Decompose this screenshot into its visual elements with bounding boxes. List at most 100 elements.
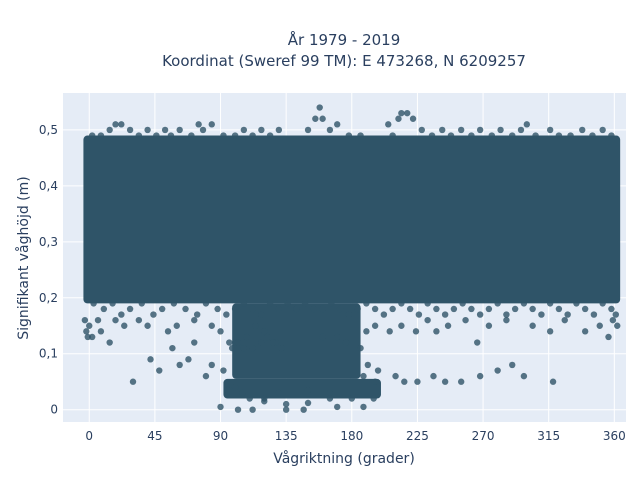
data-point xyxy=(364,361,372,369)
data-point xyxy=(511,305,519,313)
data-point xyxy=(374,367,382,374)
data-point xyxy=(450,305,458,313)
y-tick-label: 0,1 xyxy=(39,347,58,361)
data-point xyxy=(334,403,341,411)
data-point xyxy=(590,311,598,318)
x-tick-label: 180 xyxy=(340,429,363,443)
data-point xyxy=(418,126,426,134)
data-point xyxy=(614,322,621,329)
data-point xyxy=(609,316,617,324)
data-point xyxy=(240,300,248,307)
y-tick-label: 0 xyxy=(50,403,58,417)
data-point xyxy=(497,126,504,134)
data-point xyxy=(261,395,268,402)
data-point xyxy=(476,126,484,134)
data-point xyxy=(282,406,290,413)
data-point xyxy=(97,328,105,335)
data-point xyxy=(406,305,414,313)
data-point xyxy=(503,316,510,324)
data-point xyxy=(430,372,437,380)
data-point xyxy=(326,126,334,134)
data-point xyxy=(389,305,396,313)
data-point xyxy=(118,121,125,128)
chart-title-line-2: Koordinat (Sweref 99 TM): E 473268, N 62… xyxy=(162,52,526,70)
data-point xyxy=(608,132,615,139)
data-point xyxy=(538,311,545,318)
data-point xyxy=(158,305,166,313)
data-point xyxy=(316,104,323,111)
data-point xyxy=(509,132,516,139)
x-tick-label: 90 xyxy=(213,429,228,443)
tick-label-layer: 0 45 90 135 180 225 270 315 360 0 0,1 0,2 0,3 0,4 0,5 xyxy=(39,123,626,443)
data-point xyxy=(319,333,326,341)
data-point xyxy=(228,344,236,352)
data-point xyxy=(240,126,248,134)
data-point xyxy=(176,126,183,134)
data-point xyxy=(549,378,557,385)
data-point xyxy=(167,132,175,139)
data-point xyxy=(546,126,554,134)
data-point xyxy=(153,132,160,139)
data-point xyxy=(360,372,367,380)
dense-point-cloud xyxy=(223,378,381,399)
data-point xyxy=(567,132,574,139)
data-point xyxy=(112,316,119,324)
data-point xyxy=(258,339,265,346)
data-point xyxy=(220,132,227,139)
data-point xyxy=(126,126,134,134)
data-point xyxy=(275,389,283,397)
data-point xyxy=(217,328,224,335)
data-point xyxy=(129,378,137,385)
data-point xyxy=(202,300,210,307)
data-point xyxy=(284,300,291,307)
data-point xyxy=(231,305,239,313)
data-point xyxy=(150,311,157,318)
data-point xyxy=(304,386,312,394)
data-point xyxy=(84,333,91,341)
data-point xyxy=(555,132,563,139)
data-point xyxy=(328,300,335,307)
data-point xyxy=(599,300,606,307)
data-point xyxy=(605,333,612,341)
data-point xyxy=(88,333,96,341)
data-point xyxy=(439,126,446,134)
data-point xyxy=(319,305,326,313)
data-point xyxy=(517,126,525,134)
x-tick-label: 45 xyxy=(147,429,162,443)
data-point xyxy=(214,305,221,313)
data-point xyxy=(555,305,563,313)
data-point xyxy=(249,344,256,352)
data-point xyxy=(144,126,151,134)
data-point xyxy=(371,305,379,313)
data-point xyxy=(488,132,496,139)
data-point xyxy=(300,406,307,413)
data-point xyxy=(156,367,163,374)
data-point xyxy=(476,372,484,380)
data-point xyxy=(581,328,589,335)
data-point xyxy=(612,311,619,318)
data-point xyxy=(415,311,423,318)
y-tick-label: 0,4 xyxy=(39,179,58,193)
data-point xyxy=(118,311,125,318)
data-point xyxy=(121,322,128,329)
data-point xyxy=(398,322,405,329)
data-point xyxy=(88,132,96,139)
y-tick-label: 0,3 xyxy=(39,235,58,249)
y-tick-label: 0,2 xyxy=(39,291,58,305)
data-point xyxy=(401,378,408,385)
data-point xyxy=(494,300,501,307)
data-point xyxy=(424,300,431,307)
data-point xyxy=(112,121,119,128)
data-point xyxy=(494,367,501,374)
data-point xyxy=(468,305,475,313)
data-point xyxy=(182,305,189,313)
data-point xyxy=(319,115,326,122)
data-point xyxy=(161,126,169,134)
data-point xyxy=(81,316,89,324)
y-axis-label: Signifikant våghöjd (m) xyxy=(15,176,32,339)
data-point xyxy=(231,132,239,139)
dense-cloud-layer xyxy=(83,135,621,399)
data-point xyxy=(304,126,312,134)
data-point xyxy=(94,316,102,324)
